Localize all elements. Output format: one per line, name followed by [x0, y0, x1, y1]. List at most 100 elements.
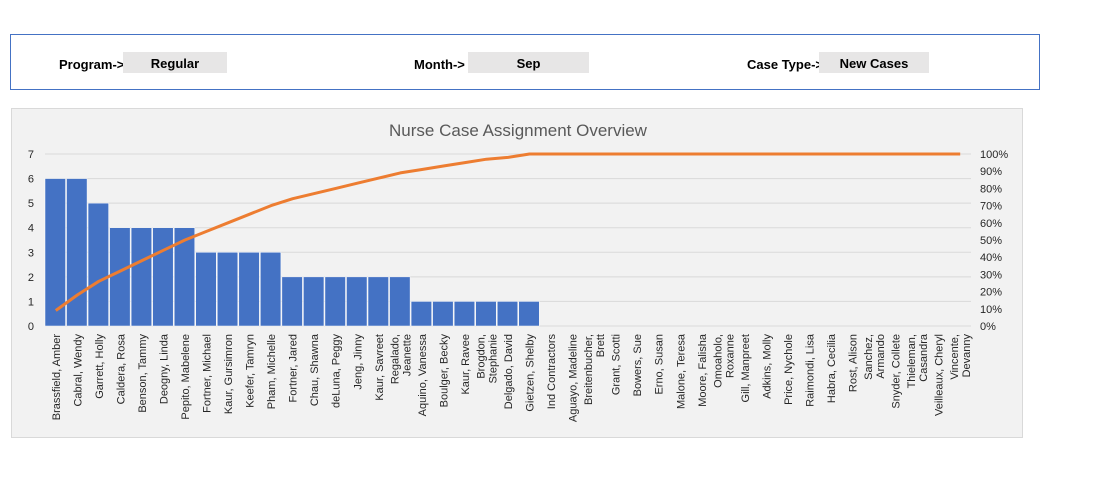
bar: [518, 301, 540, 327]
bar: [44, 178, 66, 327]
y-left-tick-label: 6: [28, 174, 34, 186]
program-selector[interactable]: Regular: [123, 52, 227, 73]
y-right-tick-label: 100%: [980, 149, 1008, 161]
category-label: Jeanette: [401, 334, 413, 376]
month-selector[interactable]: Sep: [468, 52, 589, 73]
category-label: Aguayo, Madeline: [568, 334, 580, 422]
bar: [152, 227, 174, 327]
bar: [109, 227, 131, 327]
chart-svg: Nurse Case Assignment Overview 012345670…: [28, 121, 1008, 422]
category-label: Pepito, Mabelene: [180, 334, 192, 420]
category-label: Roxanne: [724, 334, 736, 378]
category-label: Fortner, Jared: [288, 334, 300, 402]
bar: [432, 301, 454, 327]
y-right-tick-label: 90%: [980, 166, 1002, 178]
category-label: Aquino, Vanessa: [417, 333, 429, 416]
program-label: Program->: [59, 57, 125, 72]
chart-title: Nurse Case Assignment Overview: [389, 121, 648, 140]
y-right-tick-label: 60%: [980, 218, 1002, 230]
y-left-tick-label: 0: [28, 321, 34, 333]
y-left-tick-label: 2: [28, 272, 34, 284]
y-right-tick-label: 50%: [980, 235, 1002, 247]
category-label: Brett: [595, 334, 607, 357]
y-left-tick-label: 4: [28, 223, 34, 235]
category-label: Armando: [875, 334, 887, 379]
category-label: Thieleman,: [906, 334, 918, 388]
category-label: Benson, Tammy: [137, 334, 149, 413]
y-right-tick-label: 20%: [980, 287, 1002, 299]
category-label: Delgado, David: [503, 334, 515, 409]
category-label: Price, Nychole: [783, 334, 795, 405]
category-label: Fortner, Michael: [202, 334, 214, 413]
bar: [324, 276, 346, 327]
line-layer: [54, 152, 961, 312]
bar: [281, 276, 303, 327]
y-left-tick-label: 1: [28, 296, 34, 308]
category-label: Sanchez,: [863, 334, 875, 380]
bar: [389, 276, 411, 327]
category-label: Habra, Cecilia: [826, 333, 838, 403]
bar: [66, 178, 88, 327]
bar: [217, 252, 239, 327]
category-label: deLuna, Peggy: [331, 334, 343, 409]
bar: [173, 227, 195, 327]
y-left-tick-label: 7: [28, 149, 34, 161]
bar: [87, 202, 109, 327]
category-label: Regalado,: [389, 334, 401, 384]
bar: [195, 252, 217, 327]
category-label: Omoaholo,: [712, 334, 724, 388]
category-label: Breitenbucher,: [583, 334, 595, 405]
y-right-tick-label: 30%: [980, 269, 1002, 281]
category-label: Devanny: [961, 334, 973, 378]
category-label: Deogny, Linda: [158, 333, 170, 404]
y-right-tick-label: 0%: [980, 321, 996, 333]
category-label: Kaur, Savreet: [374, 334, 386, 401]
category-label: Raimondi, Lisa: [804, 333, 816, 407]
bar: [260, 252, 282, 327]
category-label: Boulger, Becky: [438, 334, 450, 408]
category-label: Pham, Michelle: [266, 334, 278, 409]
month-label: Month->: [414, 57, 465, 72]
category-label: Caldera, Rosa: [115, 333, 127, 404]
y-right-tick-label: 40%: [980, 252, 1002, 264]
category-label: Moore, Falisha: [697, 333, 709, 407]
bar: [367, 276, 389, 327]
category-label: Brassfield, Amber: [51, 334, 63, 421]
bar: [303, 276, 325, 327]
category-label: Kaur, Ravee: [460, 334, 472, 395]
axis-layer: 012345670%10%20%30%40%50%60%70%80%90%100…: [28, 149, 1008, 333]
category-label: Grant, Scotti: [611, 334, 623, 395]
filter-bar: Program-> Regular Month-> Sep Case Type-…: [10, 34, 1040, 90]
bar: [453, 301, 475, 327]
bar: [475, 301, 497, 327]
bar: [496, 301, 519, 327]
category-label: Bowers, Sue: [632, 334, 644, 396]
category-label: Brogdon,: [475, 334, 487, 379]
category-label: Jeng, Jinny: [352, 334, 364, 390]
category-label: Cabral, Wendy: [72, 334, 84, 407]
category-label: Casandra: [918, 333, 930, 382]
category-label: Rost, Alison: [848, 334, 860, 392]
category-labels: Brassfield, Amber Cabral, Wendy Garrett, H…: [51, 333, 973, 422]
y-right-tick-label: 80%: [980, 183, 1002, 195]
bar: [130, 227, 152, 327]
category-label: Gill, Manpreet: [740, 334, 752, 402]
category-label: Garrett, Holly: [94, 334, 106, 399]
y-right-tick-label: 70%: [980, 201, 1002, 213]
y-left-tick-label: 5: [28, 198, 34, 210]
category-label: Chau, Shawna: [309, 333, 321, 406]
category-label: Stephanie: [487, 334, 499, 384]
category-label: Erno, Susan: [654, 334, 666, 395]
case-type-label: Case Type->: [747, 57, 823, 72]
category-label: Keefer, Tamryn: [245, 334, 257, 408]
bar: [346, 276, 368, 327]
category-label: Gietzen, Shelby: [525, 334, 537, 412]
y-right-tick-label: 10%: [980, 304, 1002, 316]
y-left-tick-label: 3: [28, 247, 34, 259]
case-type-selector[interactable]: New Cases: [819, 52, 929, 73]
bar-layer: [44, 178, 540, 327]
category-label: Veilleaux, Cheryl: [934, 334, 946, 416]
cumulative-line: [54, 152, 961, 312]
category-label: Ind Contractors: [546, 334, 558, 410]
